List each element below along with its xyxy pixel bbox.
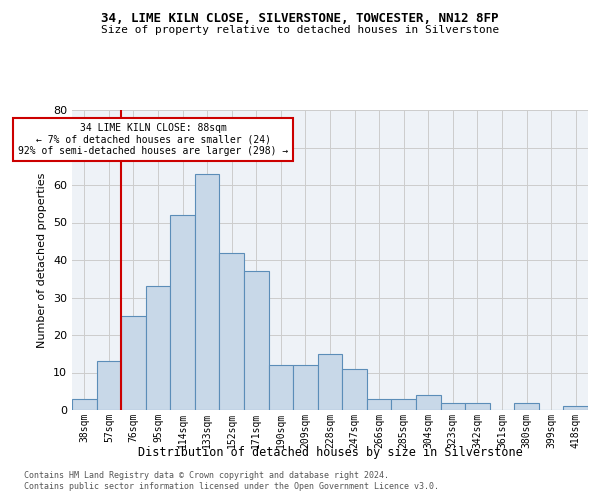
Bar bbox=[72, 399, 97, 410]
Bar bbox=[342, 369, 367, 410]
Text: 34, LIME KILN CLOSE, SILVERSTONE, TOWCESTER, NN12 8FP: 34, LIME KILN CLOSE, SILVERSTONE, TOWCES… bbox=[101, 12, 499, 26]
Bar bbox=[514, 402, 539, 410]
Bar bbox=[391, 399, 416, 410]
Bar bbox=[121, 316, 146, 410]
Text: 34 LIME KILN CLOSE: 88sqm
← 7% of detached houses are smaller (24)
92% of semi-d: 34 LIME KILN CLOSE: 88sqm ← 7% of detach… bbox=[18, 123, 288, 156]
Y-axis label: Number of detached properties: Number of detached properties bbox=[37, 172, 47, 348]
Bar bbox=[563, 406, 588, 410]
Bar bbox=[195, 174, 220, 410]
Bar bbox=[244, 271, 269, 410]
Text: Size of property relative to detached houses in Silverstone: Size of property relative to detached ho… bbox=[101, 25, 499, 35]
Bar bbox=[293, 365, 318, 410]
Text: Contains public sector information licensed under the Open Government Licence v3: Contains public sector information licen… bbox=[24, 482, 439, 491]
Text: Distribution of detached houses by size in Silverstone: Distribution of detached houses by size … bbox=[137, 446, 523, 459]
Bar bbox=[465, 402, 490, 410]
Bar bbox=[97, 361, 121, 410]
Bar bbox=[318, 354, 342, 410]
Bar bbox=[416, 395, 440, 410]
Bar bbox=[220, 252, 244, 410]
Bar bbox=[367, 399, 391, 410]
Text: Contains HM Land Registry data © Crown copyright and database right 2024.: Contains HM Land Registry data © Crown c… bbox=[24, 471, 389, 480]
Bar bbox=[170, 215, 195, 410]
Bar bbox=[269, 365, 293, 410]
Bar bbox=[146, 286, 170, 410]
Bar bbox=[440, 402, 465, 410]
